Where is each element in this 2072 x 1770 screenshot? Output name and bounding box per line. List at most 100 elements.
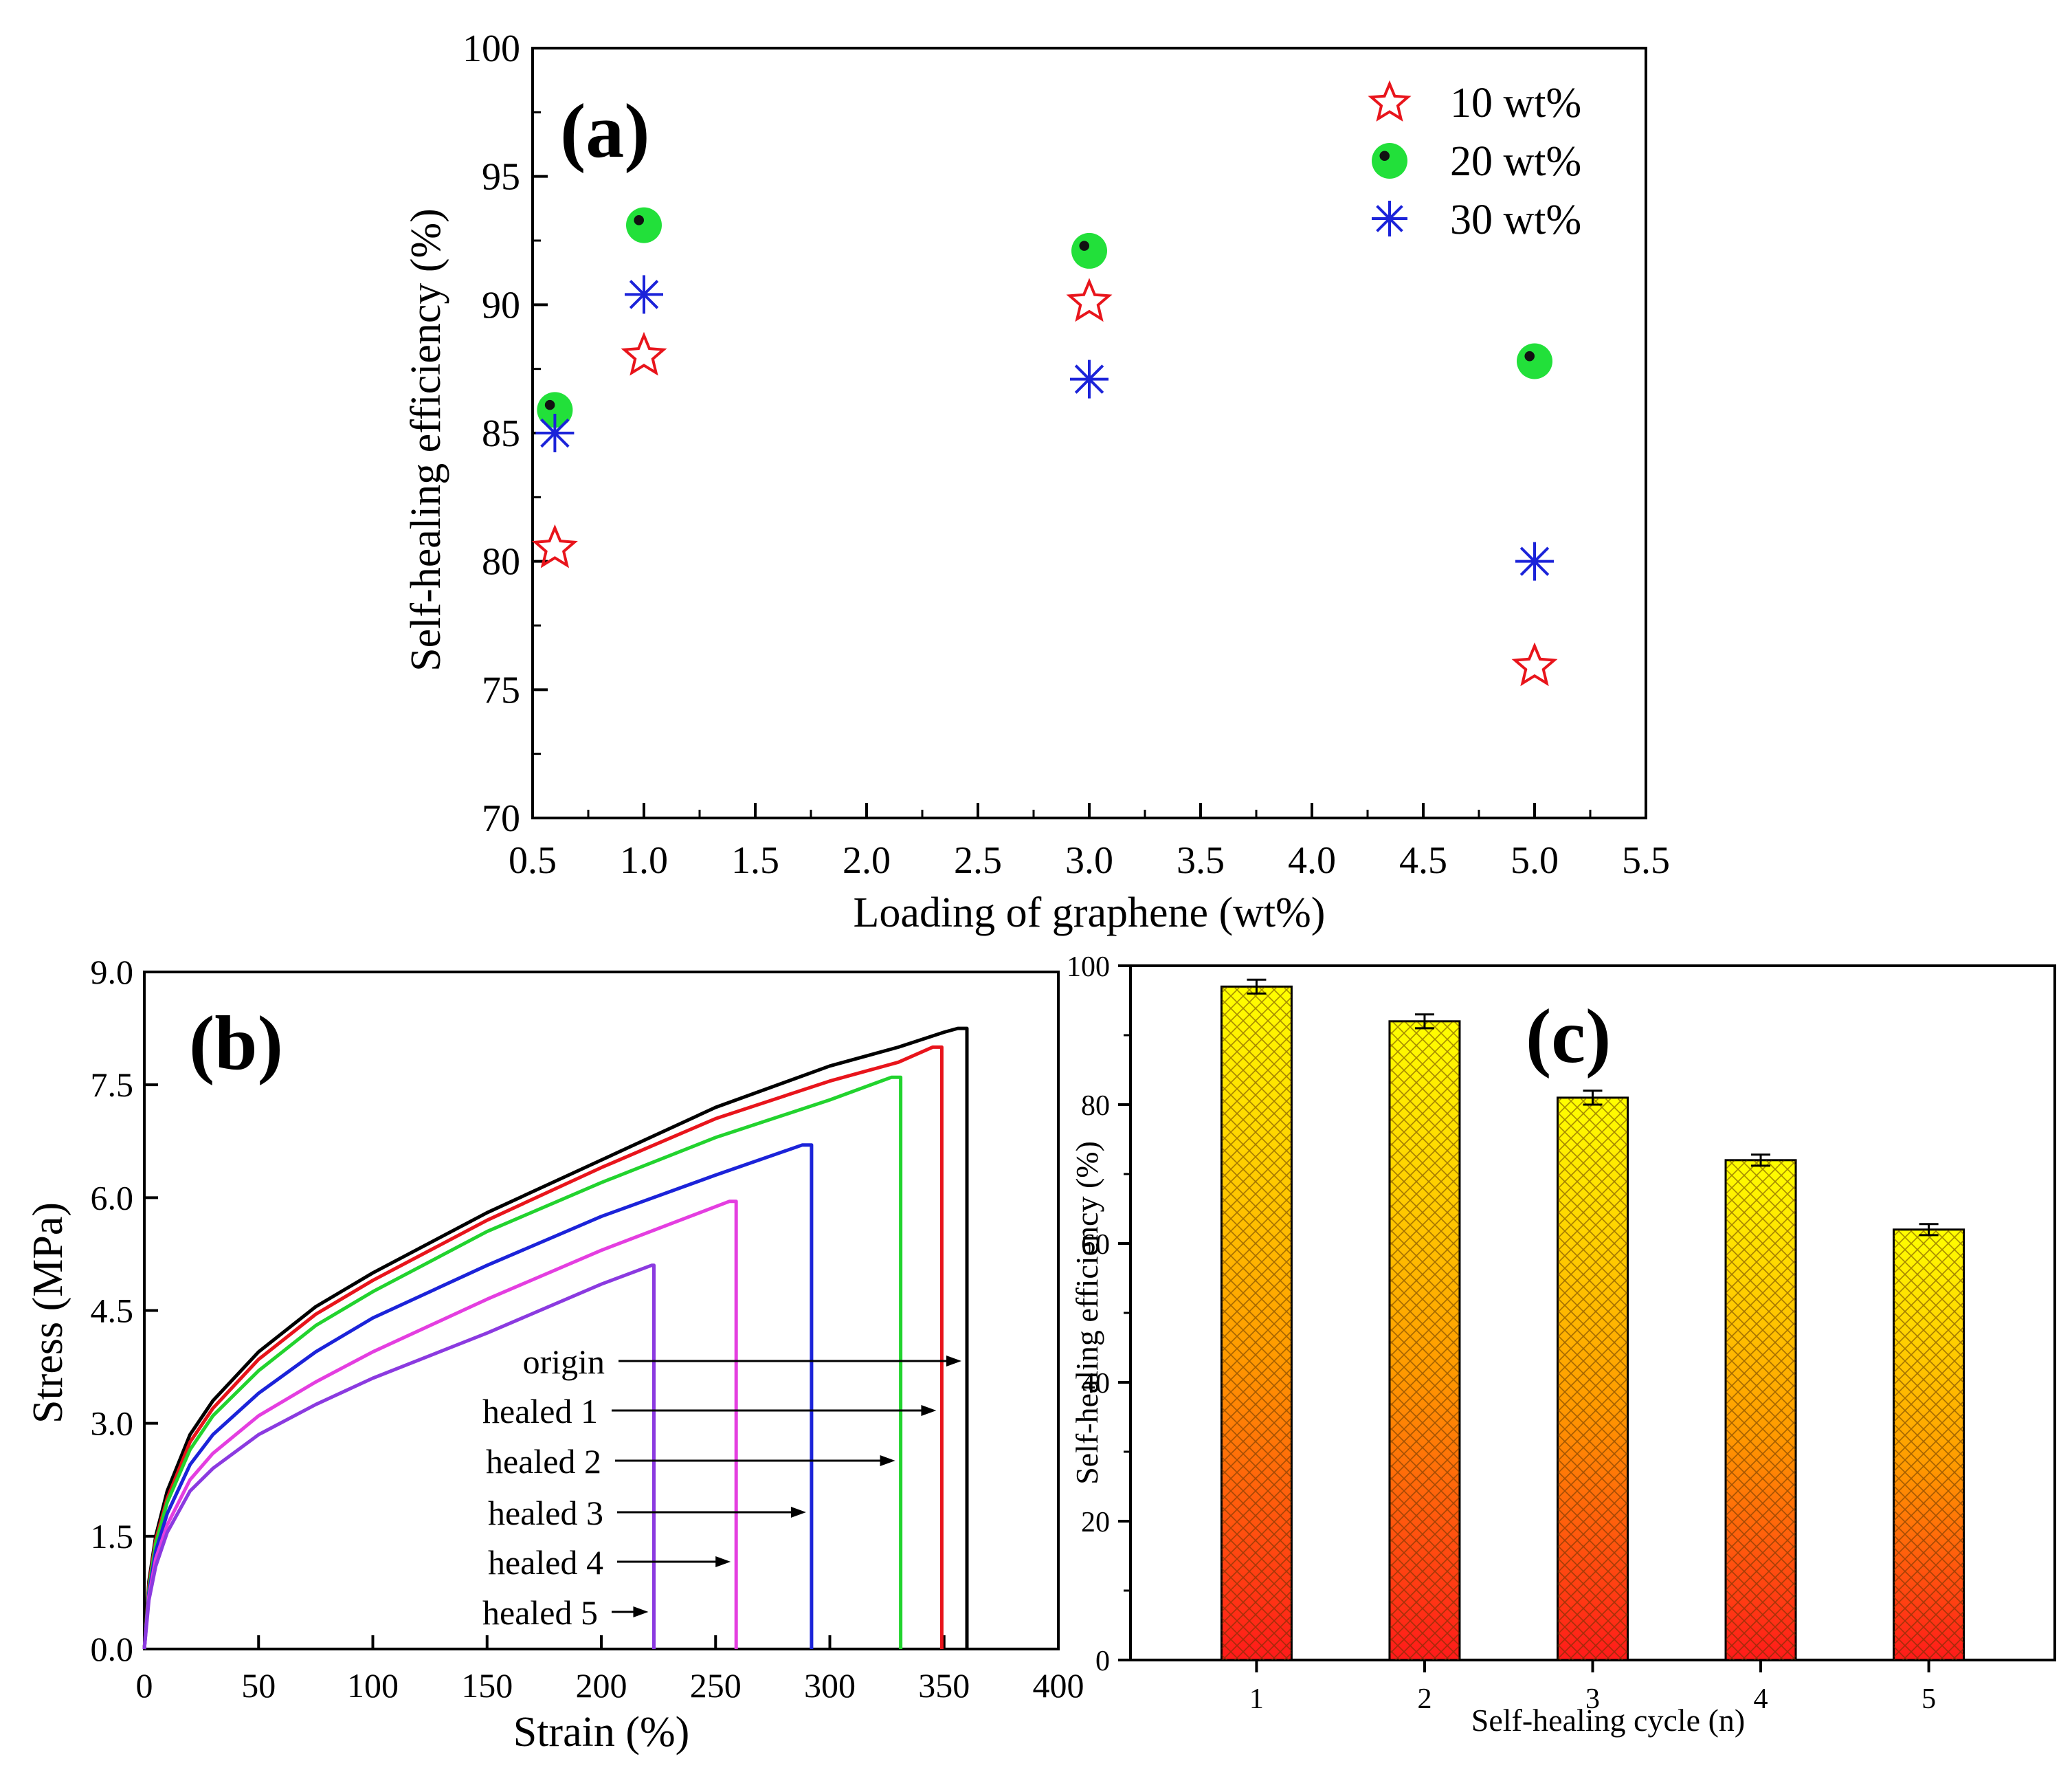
panel-c-bar-chart: 0 20 40 60 80 100 1 2 3 4 5 (c) Self-healing cycle… <box>1067 951 2056 1738</box>
x-tick-label: 1 <box>1249 1683 1264 1715</box>
bar-cycle-1 <box>1220 985 1293 1661</box>
bar-cycle-3 <box>1557 1096 1629 1661</box>
annotation-label: healed 4 <box>488 1543 603 1582</box>
data-point-filled-circle <box>626 207 662 243</box>
panel-a-scatter: 0.5 1.0 1.5 2.0 2.5 3.0 3.5 4.0 4.5 5.0 5.5 70 75 80 8… <box>403 27 1670 936</box>
data-point-star <box>531 524 578 568</box>
data-point-filled-circle <box>537 392 573 428</box>
y-tick-label: 40 <box>1081 1368 1110 1400</box>
legend-label-30wt: 30 wt% <box>1450 197 1581 243</box>
x-tick-label: 3.0 <box>1065 839 1113 882</box>
y-tick-label: 0.0 <box>91 1630 134 1668</box>
x-tick-label: 5.0 <box>1511 839 1559 882</box>
annotation-label: healed 3 <box>488 1494 603 1532</box>
x-tick-label: 200 <box>576 1666 627 1705</box>
x-tick-label: 2.0 <box>843 839 891 882</box>
annotation-healed-5: healed 5 <box>482 1593 649 1632</box>
y-tick-label: 3.0 <box>91 1404 134 1443</box>
x-tick-label: 1.5 <box>731 839 779 882</box>
curve-healed-4 <box>142 1199 738 1650</box>
y-tick-label: 85 <box>482 412 520 455</box>
legend-star-icon <box>1368 80 1412 122</box>
data-point-asterisk <box>535 414 575 452</box>
data-point-asterisk <box>1515 542 1554 581</box>
x-tick-label: 250 <box>690 1666 742 1705</box>
x-tick-label: 300 <box>804 1666 856 1705</box>
data-point-filled-circle <box>1517 343 1552 379</box>
y-tick-label: 80 <box>1081 1090 1110 1122</box>
y-tick-label: 60 <box>1081 1229 1110 1261</box>
y-tick-label: 1.5 <box>91 1517 134 1556</box>
data-point-filled-circle <box>1071 232 1107 269</box>
x-tick-label: 0.5 <box>509 839 557 882</box>
data-point-star <box>1066 278 1113 322</box>
annotation-healed-2: healed 2 <box>486 1442 895 1481</box>
x-tick-label: 3.5 <box>1177 839 1225 882</box>
legend-item-30wt: 30 wt% <box>1372 197 1581 243</box>
data-point-asterisk <box>1070 359 1109 399</box>
panel-b-label: (b) <box>189 1001 283 1086</box>
y-tick-label: 80 <box>482 541 520 584</box>
y-tick-label: 20 <box>1081 1507 1110 1538</box>
panel-b-curves <box>142 1026 969 1650</box>
panel-c-x-axis-title: Self-healing cycle (n) <box>1471 1703 1745 1738</box>
legend-star-marker <box>1368 80 1412 122</box>
annotation-origin: origin <box>523 1342 961 1381</box>
annotation-healed-1: healed 1 <box>482 1392 937 1430</box>
y-tick-label: 0 <box>1095 1646 1110 1677</box>
x-tick-label: 50 <box>241 1666 276 1705</box>
y-tick-label: 7.5 <box>91 1065 134 1104</box>
x-tick-label: 150 <box>461 1666 513 1705</box>
annotation-healed-4: healed 4 <box>488 1543 731 1582</box>
panel-b-line-chart: 0 50 100 150 200 250 300 350 400 0.0 1.5 3.0 4.5 6.0 7… <box>25 953 1084 1756</box>
x-tick-label: 2.5 <box>954 839 1002 882</box>
x-tick-label: 100 <box>347 1666 399 1705</box>
error-bar <box>1247 978 1267 995</box>
data-point-star <box>621 331 667 376</box>
legend-item-10wt: 10 wt% <box>1368 80 1581 126</box>
panel-a-x-axis-title: Loading of graphene (wt%) <box>854 889 1326 936</box>
bar-cycle-4 <box>1724 1159 1797 1661</box>
legend-asterisk-icon <box>1372 201 1407 236</box>
x-tick-label: 4 <box>1754 1683 1768 1715</box>
data-point-star <box>1511 642 1558 687</box>
x-tick-label: 3 <box>1585 1683 1600 1715</box>
error-bar <box>1414 1013 1434 1030</box>
y-tick-label: 75 <box>482 669 520 711</box>
data-point-asterisk <box>625 275 663 314</box>
annotation-label: healed 2 <box>486 1442 601 1481</box>
panel-a-legend: 10 wt% 20 wt% 30 wt% <box>1368 80 1581 243</box>
legend-circle-marker <box>1372 143 1407 179</box>
bar-cycle-5 <box>1893 1228 1965 1661</box>
x-tick-label: 400 <box>1033 1666 1084 1705</box>
legend-item-20wt: 20 wt% <box>1372 138 1581 185</box>
legend-label-10wt: 10 wt% <box>1450 80 1581 126</box>
legend-asterisk-marker <box>1372 201 1407 236</box>
x-tick-label: 5.5 <box>1622 839 1670 882</box>
curve-healed-3 <box>142 1143 814 1650</box>
panel-a-label: (a) <box>560 89 650 174</box>
legend-label-20wt: 20 wt% <box>1450 138 1581 185</box>
y-tick-label: 6.0 <box>91 1178 134 1217</box>
panel-a-ticks: 0.5 1.0 1.5 2.0 2.5 3.0 3.5 4.0 4.5 5.0 5.5 70 75 80 8… <box>463 27 1670 882</box>
annotation-label: healed 1 <box>482 1392 598 1430</box>
y-tick-label: 90 <box>482 284 520 327</box>
x-tick-label: 2 <box>1417 1683 1432 1715</box>
error-bar <box>1583 1089 1603 1106</box>
annotation-label: origin <box>523 1342 605 1381</box>
y-tick-label: 100 <box>463 27 520 70</box>
error-bar <box>1919 1223 1939 1237</box>
curve-origin <box>142 1026 969 1650</box>
bar-cycle-2 <box>1388 1020 1461 1661</box>
panel-b-x-axis-title: Strain (%) <box>513 1709 690 1756</box>
x-tick-label: 5 <box>1921 1683 1936 1715</box>
panel-c-label: (c) <box>1526 994 1611 1079</box>
x-tick-label: 0 <box>136 1666 153 1705</box>
panel-c-ticks: 0 20 40 60 80 100 1 2 3 4 5 <box>1067 951 1936 1715</box>
x-tick-label: 1.0 <box>620 839 668 882</box>
panel-c-y-axis-title: Self-healing efficiency (%) <box>1069 1141 1104 1485</box>
panel-b-ticks: 0 50 100 150 200 250 300 350 400 0.0 1.5 3.0 4.5 6.0 7… <box>91 953 1084 1705</box>
y-tick-label: 95 <box>482 156 520 199</box>
legend-circle-icon <box>1372 143 1407 179</box>
